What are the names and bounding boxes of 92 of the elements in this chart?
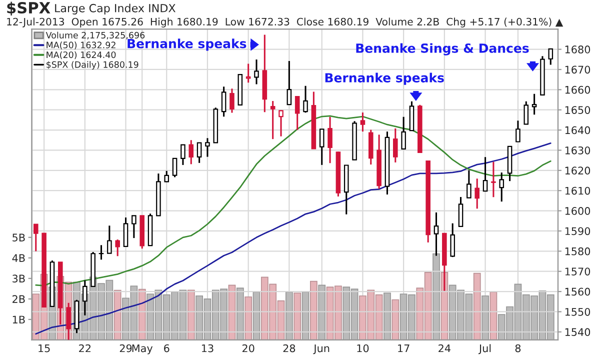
y2-tick-label: 3B <box>12 274 25 283</box>
y-tick-label: 1630 <box>565 146 590 154</box>
candlestick <box>524 100 529 125</box>
candlestick <box>491 161 496 198</box>
y-tick-label: 1550 <box>565 308 590 316</box>
x-tick-label: Jun <box>313 344 330 354</box>
chart-title: $SPX <box>7 2 50 16</box>
y-tick-label: 1620 <box>565 166 590 175</box>
y-tick-label: 1540 <box>565 328 590 336</box>
candlestick <box>270 100 276 140</box>
chart-subtitle: Large Cap Index INDX <box>55 4 176 14</box>
y2-tick-label: 5B <box>12 234 25 242</box>
x-tick-label: 28 <box>283 344 296 352</box>
annotation: Benanke Sings & Dances <box>356 43 529 56</box>
candlestick <box>401 116 406 150</box>
annotation: Bernanke speaks <box>128 38 246 51</box>
x-tick-label: 6 <box>164 344 170 352</box>
y-tick-label: 1650 <box>565 106 590 114</box>
bar <box>114 290 122 340</box>
y-tick-label: 1660 <box>565 86 590 94</box>
legend-label: MA(20) 1624.40 <box>46 51 116 60</box>
bar <box>440 272 448 340</box>
candlestick <box>188 139 194 165</box>
legend-label: $SPX (Daily) 1680.19 <box>46 61 138 70</box>
x-tick-label: 15 <box>38 344 50 352</box>
candlestick <box>482 156 488 192</box>
candlestick <box>499 172 504 202</box>
candlestick <box>123 216 128 248</box>
candlestick <box>180 144 186 166</box>
x-tick-label: 8 <box>515 344 521 352</box>
x-tick-label: 29 <box>120 344 132 352</box>
candlestick <box>294 96 300 131</box>
y-tick-label: 1570 <box>565 268 590 276</box>
candlestick <box>230 88 234 114</box>
candlestick <box>254 58 259 86</box>
x-tick-label: 17 <box>398 344 410 352</box>
text: 12-Jul-2013 Open 1675.26 High 1680.19 Low 1672.33 Close 1680.19 Volume 2.2B Chg +5.17 (+0.31%) ▲ <box>7 18 564 28</box>
y-tick-label: 1600 <box>565 207 590 215</box>
bar <box>187 290 195 340</box>
candlestick <box>303 85 308 114</box>
candlestick <box>393 128 398 164</box>
line-series <box>35 142 552 335</box>
candlestick <box>516 120 520 143</box>
y-tick-label: 1670 <box>565 66 590 74</box>
candlestick <box>360 112 366 132</box>
candlestick <box>132 214 136 239</box>
x-tick-label: Jul <box>478 344 491 354</box>
y-tick-label: 1580 <box>565 247 590 256</box>
bar <box>244 296 252 340</box>
candlestick <box>172 157 178 178</box>
candlestick <box>107 224 112 254</box>
y2-tick-label: 1B <box>12 316 25 324</box>
candlestick <box>33 224 38 252</box>
x-tick-label: May <box>132 344 153 354</box>
x-tick-label: 22 <box>79 344 90 352</box>
y-tick-label: 1590 <box>565 227 590 236</box>
candlestick <box>532 93 537 116</box>
x-tick-label: 20 <box>242 344 254 352</box>
y-tick-label: 1560 <box>565 288 590 296</box>
bar <box>138 288 146 340</box>
y-tick-label: 1680 <box>565 46 590 54</box>
annotation: Bernanke speaks <box>325 72 444 85</box>
candlestick <box>286 60 292 106</box>
x-tick-label: 10 <box>357 344 369 352</box>
x-tick-label: 13 <box>202 344 214 352</box>
candlestick <box>98 244 104 260</box>
bar <box>310 280 318 340</box>
y-tick-label: 1610 <box>565 186 590 195</box>
candlestick <box>466 170 472 199</box>
line-series <box>35 115 552 286</box>
y2-tick-label: 2B <box>12 295 25 303</box>
legend-label: Volume 2,175,325,696 <box>46 32 145 40</box>
candlestick <box>246 62 251 84</box>
candlestick <box>474 178 480 210</box>
candlestick <box>164 170 170 183</box>
candlestick <box>548 48 554 66</box>
candlestick <box>221 86 226 118</box>
y-tick-label: 1640 <box>565 126 590 134</box>
y2-tick-label: 4B <box>12 254 25 262</box>
candlestick <box>450 222 455 258</box>
candlestick <box>278 110 284 138</box>
candlestick <box>458 196 464 228</box>
x-tick-label: 24 <box>438 344 450 352</box>
legend-label: MA(50) 1632.92 <box>46 42 116 50</box>
bar <box>294 292 302 340</box>
candlestick <box>319 128 324 166</box>
candlestick <box>196 142 202 164</box>
candlestick <box>115 238 120 257</box>
bar <box>473 272 481 340</box>
candlestick <box>328 116 332 164</box>
bar <box>392 299 400 340</box>
candlestick <box>205 137 210 158</box>
